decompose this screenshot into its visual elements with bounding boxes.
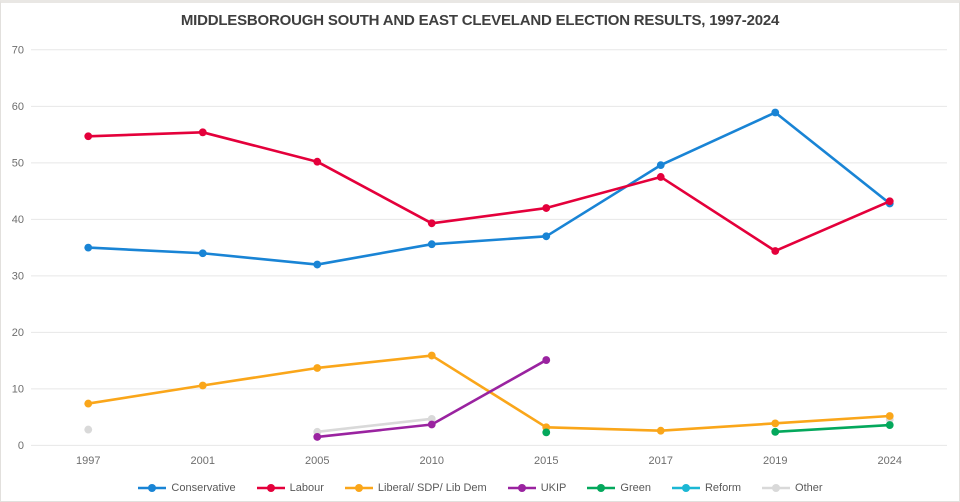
y-tick-label: 20 (12, 327, 24, 339)
x-tick-label: 2019 (763, 455, 787, 467)
plot-area: 0 10 20 30 40 50 60 70 1997 2001 2005 2010 2015 2017… (12, 44, 947, 467)
legend-label: Green (620, 482, 651, 494)
x-tick-label: 2001 (191, 455, 215, 467)
line-segment (773, 423, 892, 434)
data-point (313, 433, 322, 441)
legend-label: UKIP (540, 482, 567, 494)
legend-item-green: Green (586, 482, 651, 494)
y-tick-label: 30 (12, 270, 24, 282)
legend-marker-dot (354, 484, 363, 492)
data-point (198, 249, 207, 258)
data-point (542, 204, 551, 212)
legend-marker-dot (772, 484, 781, 492)
data-point (84, 132, 93, 141)
data-point (771, 247, 780, 255)
data-point (542, 428, 551, 437)
data-point (84, 425, 93, 434)
legend-item-other: Other (761, 482, 823, 494)
chart-title: MIDDLESBOROUGH SOUTH AND EAST CLEVELAND … (180, 12, 780, 29)
legend-marker-dot (681, 484, 690, 492)
data-point (542, 232, 551, 241)
series-line-labour (84, 128, 894, 255)
x-tick-label: 1997 (76, 455, 100, 467)
legend-label: Labour (289, 482, 324, 494)
data-point (427, 414, 436, 423)
data-point (84, 399, 93, 408)
series-line-ukip (313, 356, 551, 441)
x-tick-label: 2010 (420, 455, 444, 467)
legend-item-conservative: Conservative (137, 482, 236, 494)
legend-marker-dot (597, 484, 606, 492)
line-segment (86, 111, 892, 266)
x-tick-label: 2005 (305, 455, 329, 467)
legend-marker-dot (266, 484, 275, 492)
data-point (198, 128, 207, 137)
legend-marker-dot (148, 484, 157, 492)
legend-label: Other (795, 482, 823, 494)
data-point (885, 421, 894, 429)
series-line-other (84, 414, 894, 436)
x-tick-label: 2024 (878, 455, 902, 467)
y-tick-label: 40 (12, 214, 24, 226)
x-tick-label: 2017 (649, 455, 673, 467)
legend-item-reform: Reform (671, 482, 741, 494)
data-point (771, 108, 780, 117)
data-point (427, 240, 436, 249)
data-point (427, 420, 436, 429)
legend-label: Reform (704, 482, 742, 494)
gridlines (31, 49, 947, 446)
data-point (313, 157, 322, 166)
legend-marker-liberal-sdp-lib-dem (344, 484, 373, 492)
legend-marker-reform (671, 484, 700, 492)
data-point (885, 197, 894, 206)
x-tick-label: 2015 (534, 455, 558, 467)
legend-item-labour: Labour (256, 482, 324, 494)
data-point (656, 426, 665, 435)
legend-item-liberal-sdp-lib-dem: Liberal/ SDP/ Lib Dem (344, 482, 487, 494)
data-point (313, 364, 322, 372)
y-axis-labels: 0 10 20 30 40 50 60 70 (12, 44, 24, 452)
data-point (542, 356, 551, 364)
chart-legend: Conservative Labour Liberal/ SDP/ Lib Dem U… (1, 482, 959, 494)
legend-marker-conservative (138, 484, 167, 492)
legend-marker-labour (256, 484, 285, 492)
line-segment (315, 417, 434, 434)
legend-marker-other (762, 484, 791, 492)
legend-label: Conservative (171, 482, 236, 494)
series-line-green (542, 421, 894, 437)
y-tick-label: 10 (12, 383, 24, 395)
data-point (771, 427, 780, 436)
legend-item-ukip: UKIP (507, 482, 567, 494)
data-point (656, 161, 665, 169)
data-point (771, 419, 780, 428)
data-point (84, 243, 93, 252)
y-tick-label: 50 (12, 157, 24, 169)
data-point (885, 412, 894, 420)
legend-marker-dot (517, 484, 526, 492)
y-tick-label: 60 (12, 101, 24, 113)
data-point (313, 260, 322, 269)
y-tick-label: 0 (18, 440, 24, 452)
data-point (656, 173, 665, 181)
y-tick-label: 70 (12, 44, 24, 56)
data-point (427, 219, 436, 228)
data-point (198, 381, 207, 390)
line-segment (86, 131, 892, 253)
series-layer (84, 108, 894, 441)
legend-marker-ukip (507, 484, 536, 492)
legend-marker-green (587, 484, 616, 492)
data-point (427, 351, 436, 360)
legend-label: Liberal/ SDP/ Lib Dem (377, 482, 487, 494)
x-axis-labels: 1997 2001 2005 2010 2015 2017 2019 2024 (76, 455, 902, 467)
